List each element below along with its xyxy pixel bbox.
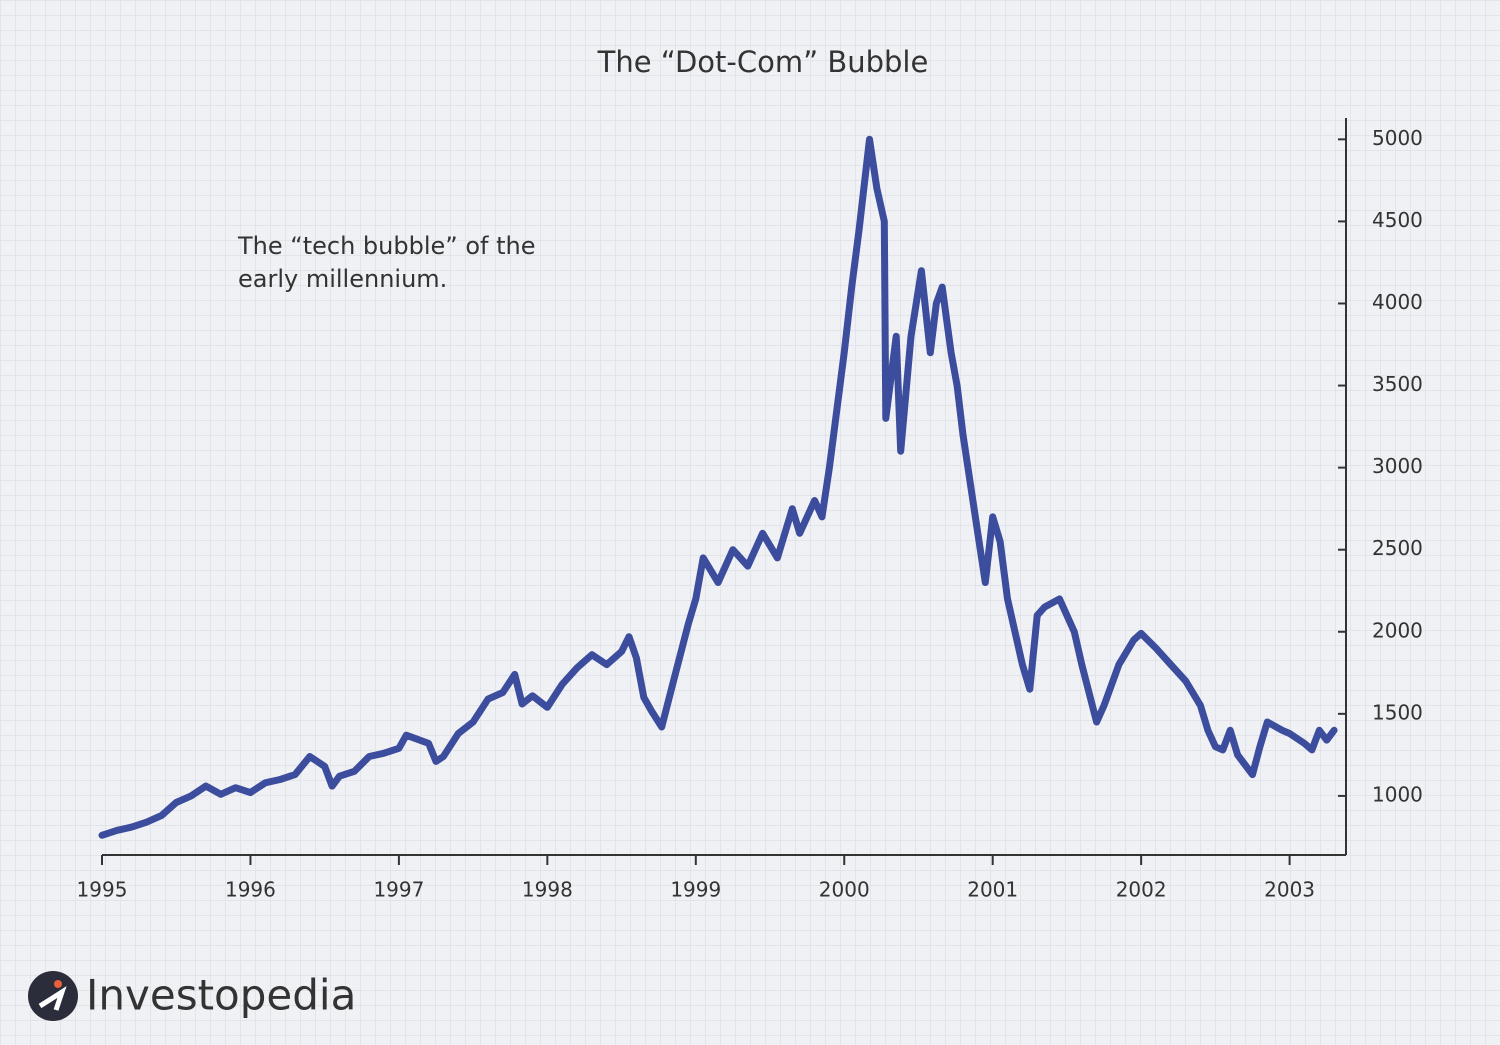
- x-tick-label: 2002: [1116, 878, 1167, 902]
- x-tick-label: 1995: [77, 878, 128, 902]
- x-tick-label: 1998: [522, 878, 573, 902]
- y-tick-label: 4500: [1372, 208, 1423, 232]
- x-tick-label: 1996: [225, 878, 276, 902]
- brand: Investopedia: [86, 971, 356, 1020]
- y-tick-label: 1500: [1372, 700, 1423, 724]
- x-tick-label: 1997: [373, 878, 424, 902]
- x-tick-label: 2003: [1264, 878, 1315, 902]
- y-tick-label: 2500: [1372, 536, 1423, 560]
- x-tick-label: 2001: [967, 878, 1018, 902]
- x-tick-label: 1999: [670, 878, 721, 902]
- y-tick-label: 4000: [1372, 290, 1423, 314]
- x-tick-label: 2000: [819, 878, 870, 902]
- logo-icon: [28, 971, 78, 1021]
- y-tick-label: 1000: [1372, 782, 1423, 806]
- annotation: The “tech bubble” of the early millenniu…: [238, 232, 536, 293]
- y-tick-label: 2000: [1372, 618, 1423, 642]
- price-line: [98, 135, 1338, 839]
- y-tick-label: 5000: [1372, 126, 1423, 150]
- y-tick-label: 3500: [1372, 372, 1423, 396]
- y-tick-label: 3000: [1372, 454, 1423, 478]
- chart-title: The “Dot-Com” Bubble: [597, 45, 929, 79]
